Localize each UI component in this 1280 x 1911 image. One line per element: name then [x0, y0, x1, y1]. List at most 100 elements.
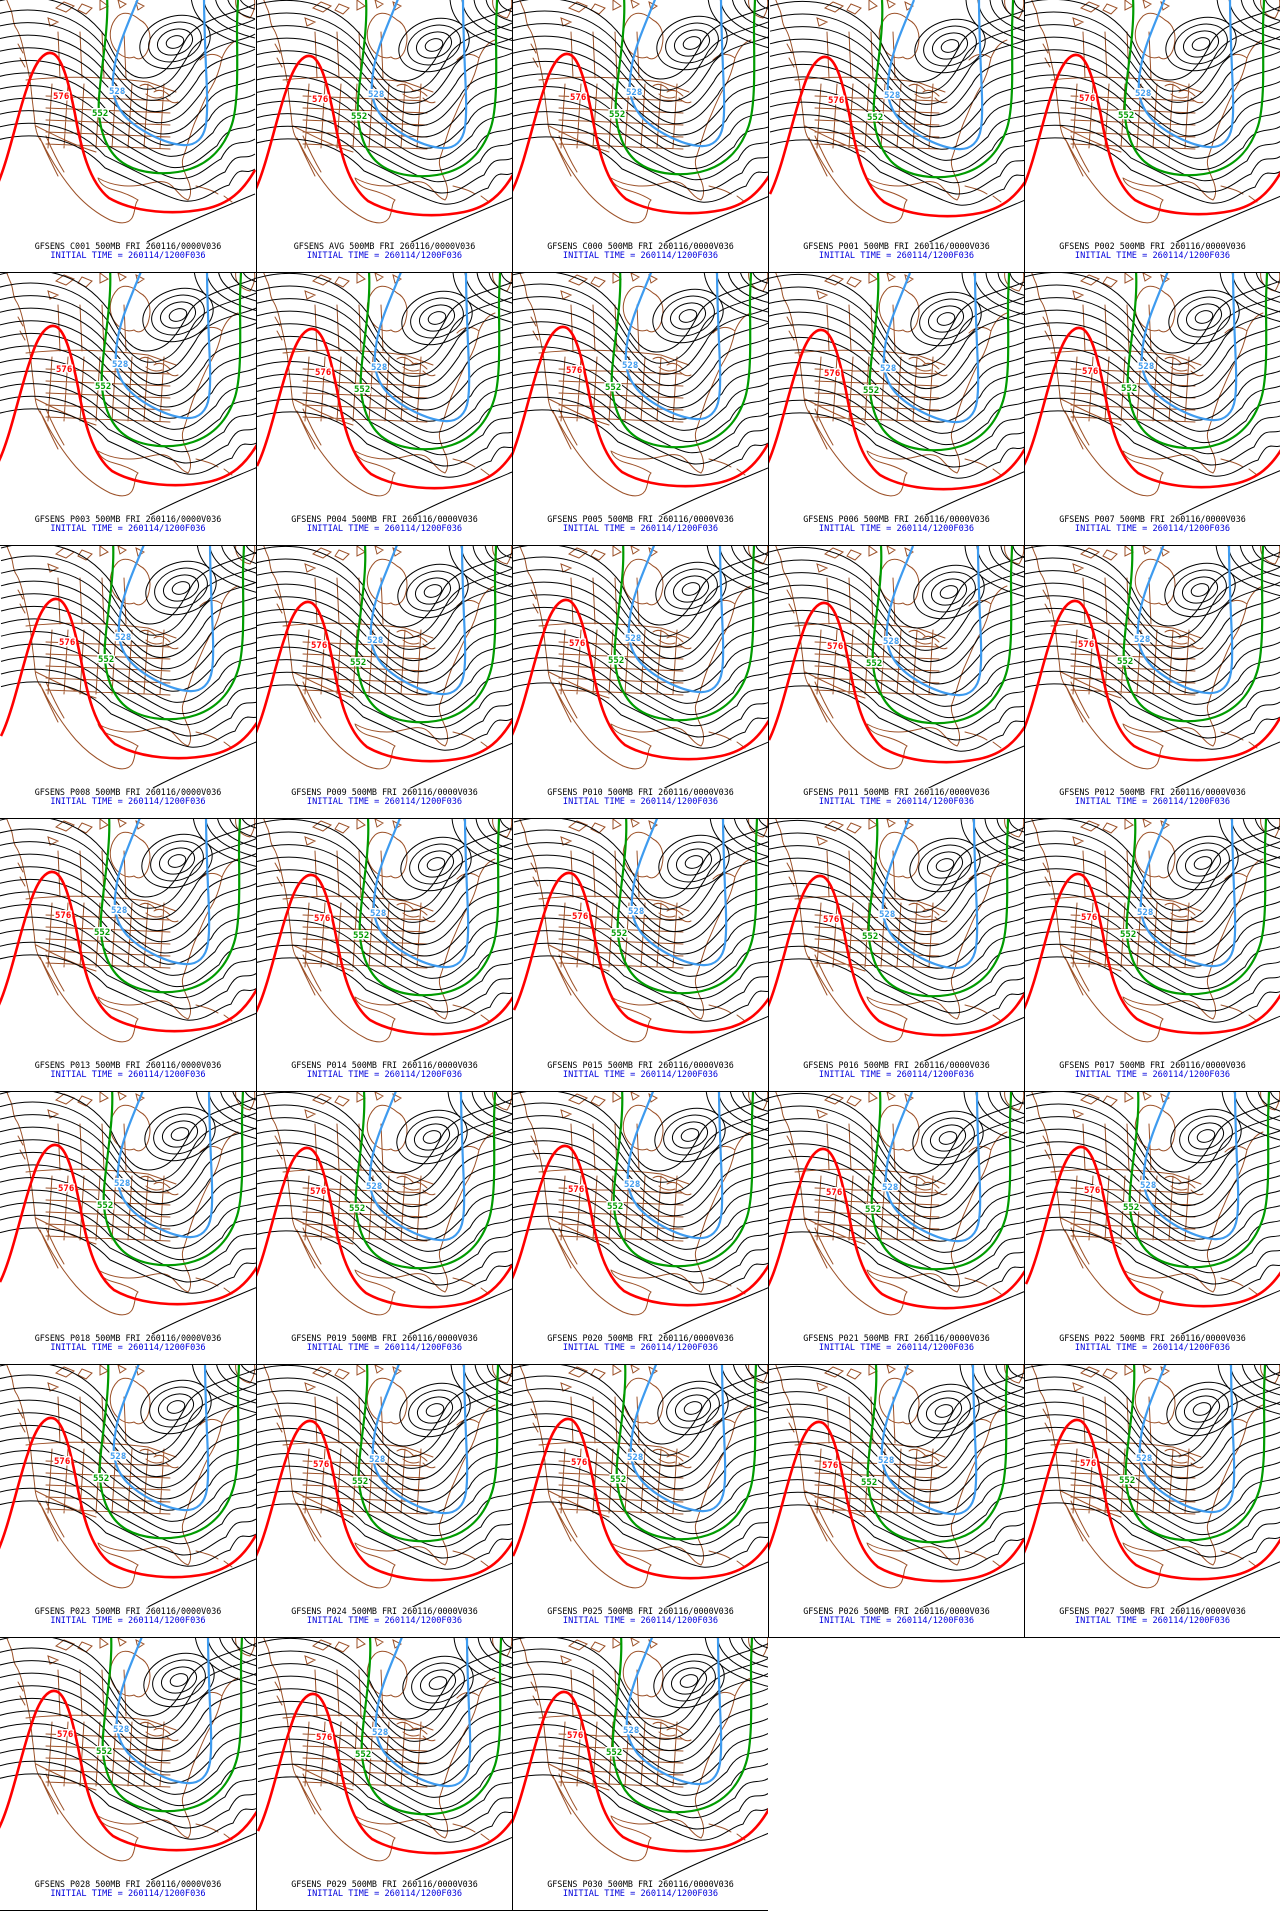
ensemble-panel-P002: 576 552 528 GFSENS P002 500MB FRI 260116…	[1024, 0, 1280, 273]
contour-label-552: 552	[352, 1477, 368, 1487]
panel-title: GFSENS P024 500MB FRI 260116/0000V036	[291, 1606, 478, 1616]
panel-initial-time: INITIAL TIME = 260114/1200F036	[50, 1343, 206, 1353]
contour-label-552: 552	[1117, 657, 1133, 667]
contour-label-576: 576	[828, 96, 844, 106]
height-contours-layer: 576 552 528	[257, 546, 512, 788]
ensemble-panel-P029: 576 552 528 GFSENS P029 500MB FRI 260116…	[256, 1638, 512, 1911]
contour-label-528: 528	[622, 361, 638, 371]
height-contours-layer: 576 552 528	[513, 1638, 768, 1880]
contour-label-528: 528	[370, 909, 386, 919]
height-contours-layer: 576 552 528	[0, 273, 256, 515]
weather-map: 576 552 528	[513, 819, 768, 1061]
panel-initial-time: INITIAL TIME = 260114/1200F036	[1074, 251, 1231, 261]
contour-label-552: 552	[92, 109, 108, 119]
ensemble-panel-P030: 576 552 528 GFSENS P030 500MB FRI 260116…	[512, 1638, 768, 1911]
contour-label-528: 528	[879, 910, 895, 920]
contour-label-576: 576	[53, 92, 69, 102]
ensemble-panel-P010: 576 552 528 GFSENS P010 500MB FRI 260116…	[512, 546, 768, 819]
weather-map: 576 552 528	[769, 1365, 1024, 1607]
weather-map: 576 552 528	[1025, 819, 1280, 1061]
contour-label-528: 528	[369, 1455, 385, 1465]
contour-label-576: 576	[311, 641, 327, 651]
height-contours-layer: 576 552 528	[0, 0, 256, 242]
contour-label-528: 528	[624, 1180, 640, 1190]
contour-label-528: 528	[115, 633, 131, 643]
contour-label-552: 552	[1123, 1203, 1139, 1213]
panel-initial-time: INITIAL TIME = 260114/1200F036	[306, 1070, 463, 1080]
contour-label-528: 528	[882, 1183, 898, 1193]
panel-initial-time: INITIAL TIME = 260114/1200F036	[562, 797, 719, 807]
geography-layer	[263, 1365, 512, 1589]
height-contours-layer: 576 552 528	[513, 1365, 768, 1607]
height-contours-layer: 576 552 528	[513, 546, 768, 788]
weather-map: 576 552 528	[769, 1092, 1024, 1334]
contour-label-528: 528	[1136, 1454, 1152, 1464]
ensemble-panel-P009: 576 552 528 GFSENS P009 500MB FRI 260116…	[256, 546, 512, 819]
contour-label-528: 528	[111, 906, 127, 916]
panel-initial-time: INITIAL TIME = 260114/1200F036	[562, 1343, 719, 1353]
ensemble-panel-P012: 576 552 528 GFSENS P012 500MB FRI 260116…	[1024, 546, 1280, 819]
panel-initial-time: INITIAL TIME = 260114/1200F036	[1074, 1070, 1231, 1080]
contour-label-552: 552	[867, 113, 883, 123]
height-contours-layer: 576 552 528	[769, 273, 1024, 515]
height-contours-layer: 576 552 528	[1025, 546, 1280, 788]
panel-initial-time: INITIAL TIME = 260114/1200F036	[1074, 797, 1231, 807]
weather-map: 576 552 528	[1025, 546, 1280, 788]
contour-label-576: 576	[316, 1733, 332, 1743]
weather-map: 576 552 528	[0, 1365, 256, 1607]
ensemble-panel-P019: 576 552 528 GFSENS P019 500MB FRI 260116…	[256, 1092, 512, 1365]
contour-label-576: 576	[1082, 367, 1098, 377]
ensemble-panel-P011: 576 552 528 GFSENS P011 500MB FRI 260116…	[768, 546, 1024, 819]
contour-label-576: 576	[823, 915, 839, 925]
panel-initial-time: INITIAL TIME = 260114/1200F036	[818, 251, 975, 261]
weather-map: 576 552 528	[0, 1638, 256, 1880]
panel-title: GFSENS P013 500MB FRI 260116/0000V036	[34, 1060, 222, 1070]
contour-label-528: 528	[368, 90, 384, 100]
ensemble-panel-P022: 576 552 528 GFSENS P022 500MB FRI 260116…	[1024, 1092, 1280, 1365]
height-contours-layer: 576 552 528	[0, 1638, 256, 1880]
ensemble-panel-AVG: 576 552 528 GFSENS AVG 500MB FRI 260116/…	[256, 0, 512, 273]
contour-label-552: 552	[349, 1204, 365, 1214]
contour-label-528: 528	[623, 1726, 639, 1736]
contour-label-528: 528	[625, 634, 641, 644]
height-contours-layer: 576 552 528	[257, 0, 512, 242]
contour-label-528: 528	[1135, 89, 1151, 99]
weather-map: 576 552 528	[769, 273, 1024, 515]
panel-initial-time: INITIAL TIME = 260114/1200F036	[562, 1616, 719, 1626]
contour-label-552: 552	[1120, 930, 1136, 940]
contour-label-528: 528	[109, 87, 125, 97]
weather-map: 576 552 528	[513, 273, 768, 515]
contour-label-552: 552	[355, 1750, 371, 1760]
contour-label-552: 552	[609, 110, 625, 120]
weather-map: 576 552 528	[257, 546, 512, 788]
panel-title: GFSENS P010 500MB FRI 260116/0000V036	[547, 787, 734, 797]
contour-label-528: 528	[626, 88, 642, 98]
panel-title: GFSENS AVG 500MB FRI 260116/0000V036	[293, 241, 476, 251]
geography-layer	[263, 0, 512, 224]
panel-title: GFSENS P020 500MB FRI 260116/0000V036	[547, 1333, 734, 1343]
panel-title: GFSENS P017 500MB FRI 260116/0000V036	[1059, 1060, 1246, 1070]
panel-title: GFSENS P014 500MB FRI 260116/0000V036	[291, 1060, 478, 1070]
weather-map: 576 552 528	[513, 1365, 768, 1607]
contour-label-576: 576	[822, 1461, 838, 1471]
contour-label-528: 528	[372, 1728, 388, 1738]
contour-label-576: 576	[313, 1460, 329, 1470]
panel-title: GFSENS P005 500MB FRI 260116/0000V036	[547, 514, 734, 524]
ensemble-panel-P006: 576 552 528 GFSENS P006 500MB FRI 260116…	[768, 273, 1024, 546]
panel-title: GFSENS C001 500MB FRI 260116/0000V036	[34, 241, 222, 251]
ensemble-panel-P016: 576 552 528 GFSENS P016 500MB FRI 260116…	[768, 819, 1024, 1092]
contour-label-528: 528	[113, 1725, 129, 1735]
geography-layer	[519, 546, 768, 770]
contour-label-528: 528	[628, 907, 644, 917]
panel-title: GFSENS P025 500MB FRI 260116/0000V036	[547, 1606, 734, 1616]
ensemble-panel-P023: 576 552 528 GFSENS P023 500MB FRI 260116…	[0, 1365, 256, 1638]
geography-layer	[6, 819, 256, 1043]
contour-label-576: 576	[826, 1188, 842, 1198]
ensemble-panel-P026: 576 552 528 GFSENS P026 500MB FRI 260116…	[768, 1365, 1024, 1638]
panel-initial-time: INITIAL TIME = 260114/1200F036	[306, 797, 463, 807]
panel-title: GFSENS P009 500MB FRI 260116/0000V036	[291, 787, 478, 797]
geography-layer	[519, 1092, 768, 1316]
contour-label-576: 576	[312, 95, 328, 105]
geography-layer	[1031, 1365, 1280, 1589]
